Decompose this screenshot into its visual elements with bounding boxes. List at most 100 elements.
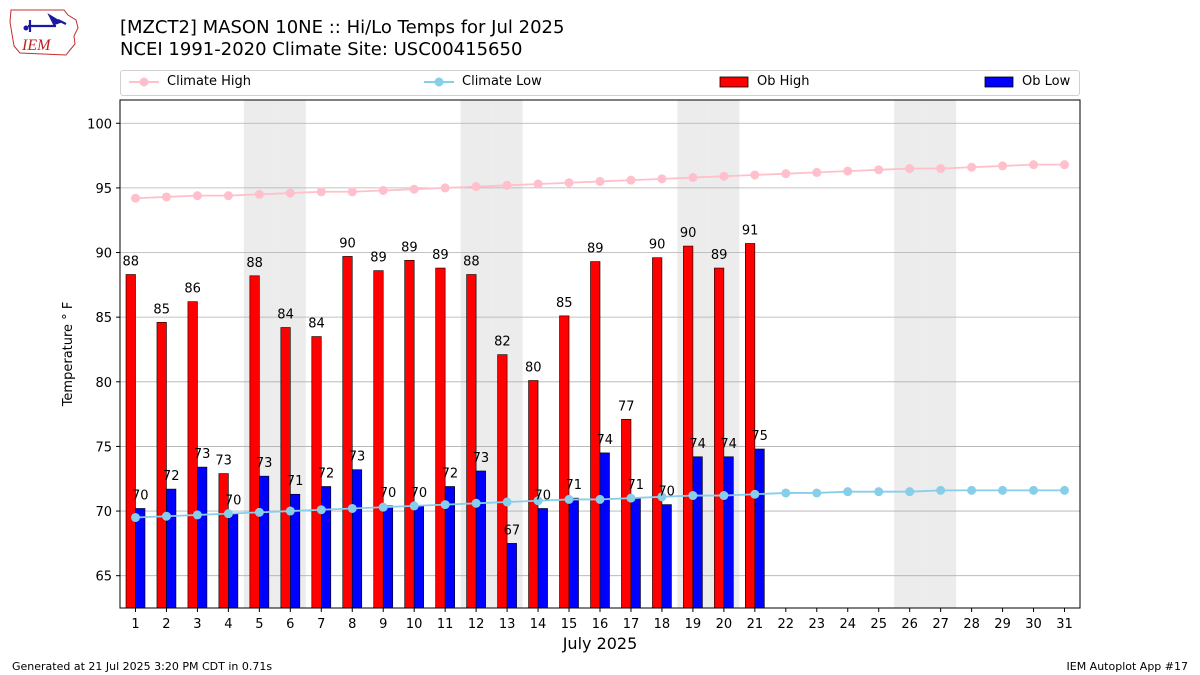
ob-high-value-label: 89	[370, 251, 387, 266]
climate-high-point	[750, 170, 760, 180]
climate-low-point	[440, 500, 450, 510]
climate-high-point	[967, 162, 977, 172]
climate-low-point	[161, 511, 171, 521]
climate-high-point	[502, 180, 512, 190]
ob-high-value-label: 91	[742, 223, 759, 238]
climate-high-point	[719, 171, 729, 181]
ob-high-value-label: 89	[432, 248, 449, 263]
y-tick-label: 70	[95, 505, 112, 520]
generated-timestamp: Generated at 21 Jul 2025 3:20 PM CDT in …	[12, 660, 273, 673]
x-tick-label: 25	[870, 617, 887, 632]
ob-high-swatch-icon	[719, 76, 749, 87]
y-tick-label: 100	[87, 117, 112, 132]
ob-low-value-label: 70	[380, 486, 397, 501]
weather-station-icon	[28, 13, 67, 32]
ob-high-value-label: 77	[618, 399, 635, 414]
x-tick-label: 13	[499, 617, 516, 632]
ob-low-value-label: 67	[504, 523, 521, 538]
climate-high-point	[936, 164, 946, 174]
climate-high-point	[812, 167, 822, 177]
ob-high-value-label: 84	[308, 317, 325, 332]
y-tick-label: 80	[95, 376, 112, 391]
ob-low-value-label: 71	[287, 474, 304, 489]
ob-high-value-label: 88	[246, 256, 263, 271]
ob-high-value-label: 89	[587, 242, 604, 257]
ob-low-value-label: 73	[194, 447, 211, 462]
ob-high-bar	[621, 418, 632, 609]
x-tick-label: 17	[623, 617, 640, 632]
legend-label: Ob High	[757, 74, 810, 89]
climate-high-point	[874, 165, 884, 175]
chart-subtitle: NCEI 1991-2020 Climate Site: USC00415650	[120, 39, 523, 60]
ob-high-bar	[280, 327, 291, 609]
y-axis-label: Temperature ° F	[61, 302, 76, 408]
ob-low-bar	[351, 469, 363, 609]
y-tick-label: 85	[95, 311, 112, 326]
x-tick-label: 30	[1025, 617, 1042, 632]
ob-high-value-label: 90	[649, 238, 666, 253]
ob-high-bar	[497, 354, 508, 609]
ob-low-bar	[537, 508, 548, 609]
ob-low-value-label: 72	[442, 466, 459, 481]
ob-low-bar	[135, 508, 146, 609]
ob-high-bar	[435, 267, 446, 609]
x-tick-label: 20	[716, 617, 733, 632]
climate-low-point	[781, 488, 791, 498]
chart-legend: Climate High Climate Low Ob High Ob Low	[120, 70, 1080, 96]
logo-text: IEM	[21, 37, 52, 54]
ob-low-value-label: 72	[318, 466, 335, 481]
ob-low-value-label: 74	[596, 433, 613, 448]
ob-high-bar	[249, 275, 260, 609]
x-tick-label: 28	[963, 617, 980, 632]
climate-high-point	[905, 164, 915, 174]
x-tick-label: 23	[809, 617, 826, 632]
climate-high-point	[471, 182, 481, 192]
climate-high-point	[192, 191, 202, 201]
x-tick-label: 3	[193, 617, 201, 632]
x-tick-label: 18	[654, 617, 671, 632]
chart-title: [MZCT2] MASON 10NE :: Hi/Lo Temps for Ju…	[120, 17, 565, 38]
climate-low-point	[936, 485, 946, 495]
climate-low-point	[192, 510, 202, 520]
ob-high-bar	[745, 243, 756, 609]
climate-high-point	[409, 184, 419, 194]
climate-low-point	[471, 498, 481, 508]
x-tick-label: 5	[255, 617, 263, 632]
climate-high-point	[688, 173, 698, 183]
climate-low-point	[967, 485, 977, 495]
climate-high-point	[130, 193, 140, 203]
ob-low-value-label: 70	[225, 494, 242, 509]
ob-low-value-label: 74	[689, 437, 706, 452]
ob-low-swatch-icon	[984, 76, 1014, 87]
climate-high-line-icon	[129, 77, 159, 86]
legend-label: Ob Low	[1022, 74, 1071, 89]
climate-low-line-icon	[424, 77, 454, 86]
ob-low-value-label: 70	[535, 488, 552, 503]
climate-high-point	[1029, 160, 1039, 170]
climate-high-point	[316, 187, 326, 197]
climate-low-point	[316, 505, 326, 515]
climate-high-point	[223, 191, 233, 201]
ob-low-bar	[259, 475, 270, 609]
ob-high-bar	[683, 245, 694, 609]
ob-high-bar	[156, 322, 167, 609]
ob-high-value-label: 89	[711, 248, 728, 263]
ob-high-value-label: 85	[556, 296, 573, 311]
climate-low-point	[533, 496, 543, 506]
ob-low-value-label: 73	[473, 451, 490, 466]
ob-low-value-label: 73	[256, 456, 273, 471]
y-tick-label: 90	[95, 247, 112, 262]
ob-low-bar	[228, 513, 239, 609]
climate-high-point	[781, 169, 791, 179]
ob-high-value-label: 90	[680, 226, 697, 241]
ob-low-bar	[599, 452, 610, 609]
ob-low-value-label: 75	[751, 429, 768, 444]
x-tick-label: 26	[901, 617, 918, 632]
climate-high-point	[440, 183, 450, 193]
x-tick-label: 4	[224, 617, 232, 632]
x-tick-label: 14	[530, 617, 547, 632]
climate-high-point	[285, 188, 295, 198]
ob-high-value-label: 86	[184, 282, 201, 297]
x-tick-label: 29	[994, 617, 1011, 632]
